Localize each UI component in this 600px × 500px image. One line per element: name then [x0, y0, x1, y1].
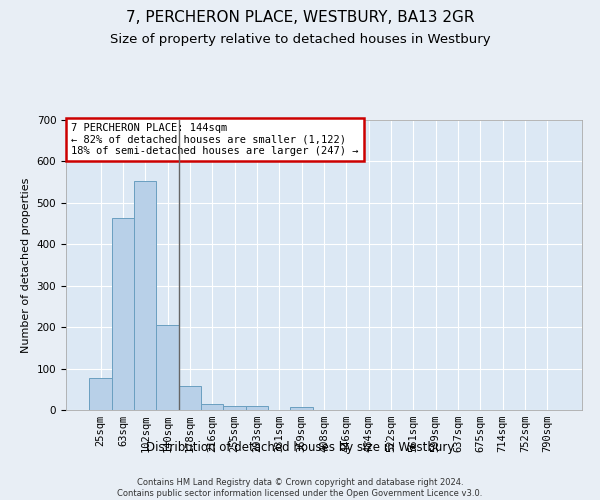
Bar [157, 326, 179, 410]
Bar [112, 218, 134, 410]
Bar [134, 182, 157, 410]
Bar [89, 378, 112, 410]
Y-axis label: Number of detached properties: Number of detached properties [21, 178, 31, 352]
Bar [290, 406, 313, 410]
Text: Distribution of detached houses by size in Westbury: Distribution of detached houses by size … [146, 441, 454, 454]
Text: 7, PERCHERON PLACE, WESTBURY, BA13 2GR: 7, PERCHERON PLACE, WESTBURY, BA13 2GR [126, 10, 474, 25]
Text: Size of property relative to detached houses in Westbury: Size of property relative to detached ho… [110, 32, 490, 46]
Text: 7 PERCHERON PLACE: 144sqm
← 82% of detached houses are smaller (1,122)
18% of se: 7 PERCHERON PLACE: 144sqm ← 82% of detac… [71, 123, 359, 156]
Bar [201, 404, 223, 410]
Bar [246, 406, 268, 410]
Text: Contains HM Land Registry data © Crown copyright and database right 2024.
Contai: Contains HM Land Registry data © Crown c… [118, 478, 482, 498]
Bar [179, 386, 201, 410]
Bar [223, 406, 246, 410]
